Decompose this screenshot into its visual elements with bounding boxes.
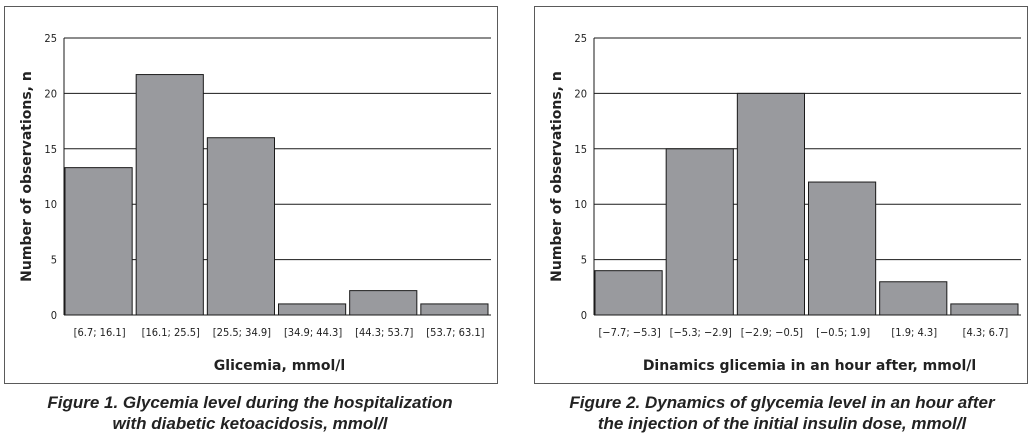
x-tick-label: [16.1; 25.5] [142,326,200,339]
bar-5 [879,281,948,316]
bar-3 [736,92,805,316]
chart-1: 0 5 10 15 20 25 [6.7; 16.1] [16.1; 25.5] [25.5; … [19,32,491,374]
x-tick-label: [34.9; 44.3] [284,326,342,339]
bar-4 [278,303,347,316]
y-tick-label: 5 [581,254,587,267]
bar-1 [594,270,663,316]
bar-6 [420,303,489,316]
y-tick-label: 25 [44,32,57,45]
bar-1 [64,167,133,316]
chart-panel-2: 0 5 10 15 20 25 [−7.7; −5.3] [−5.3; −2.9] [−2.9;… [534,6,1028,384]
figure-2-caption-line-2: the injection of the initial insulin dos… [597,414,967,433]
bar-5 [349,290,418,316]
x-tick-label: [1.9; 4.3] [891,326,937,339]
x-axis-title: Dinamics glicemia in an hour after, mmol… [643,358,976,374]
x-tick-label: [25.5; 34.9] [213,326,271,339]
y-tick-label: 20 [574,87,587,100]
bar-6 [950,303,1019,316]
y-axis-title: Number of observations, n [549,71,565,282]
y-tick-label: 0 [581,309,587,322]
figure-1-caption-line-2: with diabetic ketoacidosis, mmol/l [112,414,388,433]
chart-panel-1: 0 5 10 15 20 25 [6.7; 16.1] [16.1; 25.5] [25.5; … [4,6,498,384]
figure-1-caption-line-1: Figure 1. Glycemia level during the hosp… [47,393,453,412]
x-tick-label: [−2.9; −0.5] [741,326,803,339]
figure-2-caption-line-1: Figure 2. Dynamics of glycemia level in … [569,393,995,412]
y-tick-label: 15 [44,143,57,156]
y-tick-label: 0 [51,309,57,322]
x-tick-label: [53.7; 63.1] [426,326,484,339]
y-tick-label: 20 [44,87,57,100]
x-axis-title: Glicemia, mmol/l [214,358,345,374]
bar-3 [206,137,275,316]
x-tick-label: [−0.5; 1.9] [816,326,870,339]
y-axis-title: Number of observations, n [19,71,35,282]
x-tick-label: [4.3; 6.7] [963,326,1009,339]
bar-4 [808,181,877,316]
chart-2: 0 5 10 15 20 25 [−7.7; −5.3] [−5.3; −2.9] [−2.9;… [549,32,1021,374]
y-tick-label: 15 [574,143,587,156]
x-tick-label: [−5.3; −2.9] [670,326,732,339]
x-tick-label: [44.3; 53.7] [355,326,413,339]
x-tick-label: [−7.7; −5.3] [598,326,660,339]
y-tick-label: 10 [574,198,587,211]
y-tick-label: 10 [44,198,57,211]
y-tick-label: 5 [51,254,57,267]
bar-2 [135,74,204,316]
figure-2-caption: Figure 2. Dynamics of glycemia level in … [522,392,1035,434]
figure-1-caption: Figure 1. Glycemia level during the hosp… [0,392,510,434]
bar-2 [665,148,734,316]
y-tick-label: 25 [574,32,587,45]
x-tick-label: [6.7; 16.1] [74,326,126,339]
